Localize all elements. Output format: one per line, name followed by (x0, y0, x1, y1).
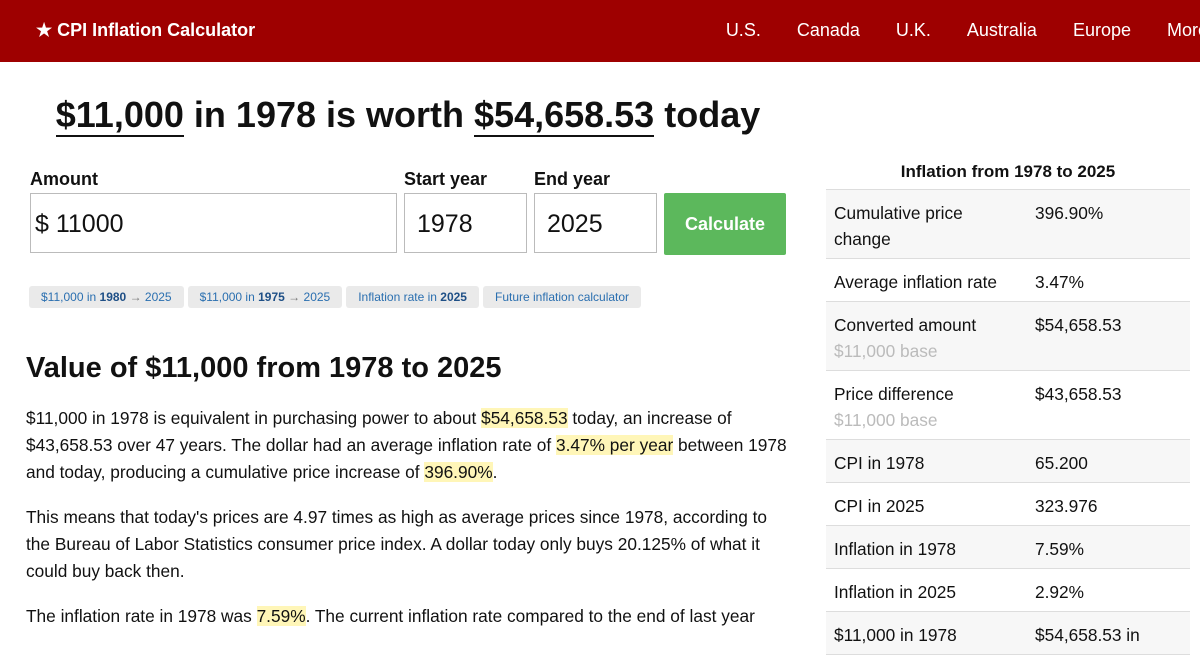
table-row: Converted amount $11,000 base $54,658.53 (826, 302, 1190, 371)
headline: $11,000 in 1978 is worth $54,658.53 toda… (0, 94, 816, 137)
text: between 1978 and today, producing a cumu… (26, 435, 787, 482)
highlight: 396.90% (424, 462, 493, 482)
label: Average inflation rate (834, 272, 997, 292)
table-row: CPI in 2025 323.976 (826, 483, 1190, 526)
article-heading: Value of $11,000 from 1978 to 2025 (26, 352, 502, 384)
chip-year: 1980 (99, 290, 127, 304)
headline-text: today (664, 94, 761, 135)
chip[interactable]: $11,000 in 1980 → 2025 (29, 286, 184, 308)
sidebar-table: Cumulative price change 396.90% Average in… (826, 190, 1190, 655)
nav-link[interactable]: U.K. (895, 20, 931, 40)
chip-text: Future inflation calculator (494, 290, 630, 304)
chip-text: $11,000 in (41, 290, 97, 304)
label: Price difference (834, 384, 954, 404)
row-sub: $11,000 base (834, 341, 938, 361)
headline-result: $54,658.53 (474, 94, 655, 137)
table-row: Cumulative price change 396.90% (826, 190, 1190, 259)
chip-text: 2025 (303, 290, 331, 304)
paragraph: The inflation rate in 1978 was 7.59%. Th… (26, 603, 792, 630)
chip-text: $11,000 in (199, 290, 255, 304)
label: CPI in 2025 (834, 496, 925, 516)
text: . (492, 462, 498, 482)
row-label: Converted amount $11,000 base (834, 312, 1024, 364)
calculate-button[interactable]: Calculate (664, 193, 786, 255)
nav-link[interactable]: Australia (966, 20, 1037, 40)
headline-amount: $11,000 (55, 94, 184, 137)
text: $11,000 in 1978 is equivalent in purchas… (26, 408, 482, 428)
nav-link[interactable]: U.S. (725, 20, 761, 40)
chip[interactable]: Inflation rate in 2025 (346, 286, 479, 308)
text: This means that today's prices are 4.97 … (26, 507, 768, 581)
row-label: $11,000 in 1978 (834, 622, 1024, 648)
chip-year: 1975 (258, 290, 285, 304)
row-value: 323.976 (1035, 496, 1098, 516)
chip-arrow: → (129, 290, 142, 304)
label: Inflation in 2025 (834, 582, 957, 602)
highlight: 7.59% (256, 606, 306, 626)
label: Converted amount (834, 315, 977, 335)
label: CPI in 1978 (834, 453, 925, 473)
row-label: Price difference $11,000 base (834, 381, 1024, 433)
nav-link[interactable]: More (1166, 20, 1200, 40)
row-value: 7.59% (1035, 539, 1085, 559)
row-value: $54,658.53 (1035, 315, 1122, 335)
row-label: CPI in 1978 (834, 450, 1024, 476)
amount-value: 11000 (55, 210, 124, 238)
label: $11,000 in 1978 (834, 625, 957, 645)
chip-text: Inflation rate in (358, 290, 437, 304)
label: Inflation in 1978 (834, 539, 957, 559)
highlight: 3.47% per year (556, 435, 674, 455)
brand[interactable]: ★ CPI Inflation Calculator (36, 20, 256, 40)
table-row: CPI in 1978 65.200 (826, 440, 1190, 483)
highlight: $54,658.53 (481, 408, 568, 428)
end-label: End year (534, 169, 611, 189)
amount-input[interactable]: $ 11000 (30, 193, 397, 253)
article: Value of $11,000 from 1978 to 2025 $11,0… (26, 352, 792, 648)
table-row: $11,000 in 1978 $54,658.53 in (826, 612, 1190, 655)
paragraph: $11,000 in 1978 is equivalent in purchas… (26, 405, 792, 486)
row-label: Cumulative price change (834, 200, 1024, 252)
nav: U.S. Canada U.K. Australia Europe More (726, 20, 1200, 41)
row-value: $43,658.53 (1035, 384, 1122, 404)
sidebar-title: Inflation from 1978 to 2025 (826, 162, 1190, 190)
row-value: 3.47% (1035, 272, 1085, 292)
sidebar: Inflation from 1978 to 2025 Cumulative p… (826, 162, 1190, 655)
amount-label: Amount (30, 169, 98, 189)
row-label: Average inflation rate (834, 269, 1024, 295)
row-value: 396.90% (1035, 203, 1104, 223)
start-input[interactable]: 1978 (404, 193, 527, 253)
chip-text: 2025 (144, 290, 172, 304)
text: today, an increase of $43,658.53 over 47… (26, 408, 732, 455)
table-row: Price difference $11,000 base $43,658.53 (826, 371, 1190, 440)
text: . The current inflation rate compared to… (305, 606, 755, 626)
table-row: Inflation in 2025 2.92% (826, 569, 1190, 612)
nav-link[interactable]: Europe (1072, 20, 1131, 40)
headline-text: in 1978 is worth (193, 94, 465, 135)
chip[interactable]: Future inflation calculator (482, 286, 642, 308)
site-header: ★ CPI Inflation Calculator U.S. Canada U.K… (0, 0, 1200, 62)
row-value: 2.92% (1035, 582, 1085, 602)
row-value: $54,658.53 in (1035, 625, 1140, 645)
row-label: Inflation in 1978 (834, 536, 1024, 562)
row-value: 65.200 (1035, 453, 1088, 473)
row-sub: $11,000 base (834, 410, 938, 430)
start-label: Start year (404, 169, 488, 189)
currency: $ (35, 210, 49, 238)
paragraph: This means that today's prices are 4.97 … (26, 504, 792, 585)
table-row: Inflation in 1978 7.59% (826, 526, 1190, 569)
chips: $11,000 in 1980 → 2025 $11,000 in 1975 → … (29, 286, 642, 308)
text: The inflation rate in 1978 was (26, 606, 257, 626)
label: Cumulative price change (834, 203, 963, 249)
chip-year: 2025 (440, 290, 467, 304)
chip[interactable]: $11,000 in 1975 → 2025 (187, 286, 343, 308)
end-input[interactable]: 2025 (534, 193, 657, 253)
chip-arrow: → (288, 290, 301, 304)
row-label: Inflation in 2025 (834, 579, 1024, 605)
table-row: Average inflation rate 3.47% (826, 259, 1190, 302)
row-label: CPI in 2025 (834, 493, 1024, 519)
nav-link[interactable]: Canada (796, 20, 860, 40)
